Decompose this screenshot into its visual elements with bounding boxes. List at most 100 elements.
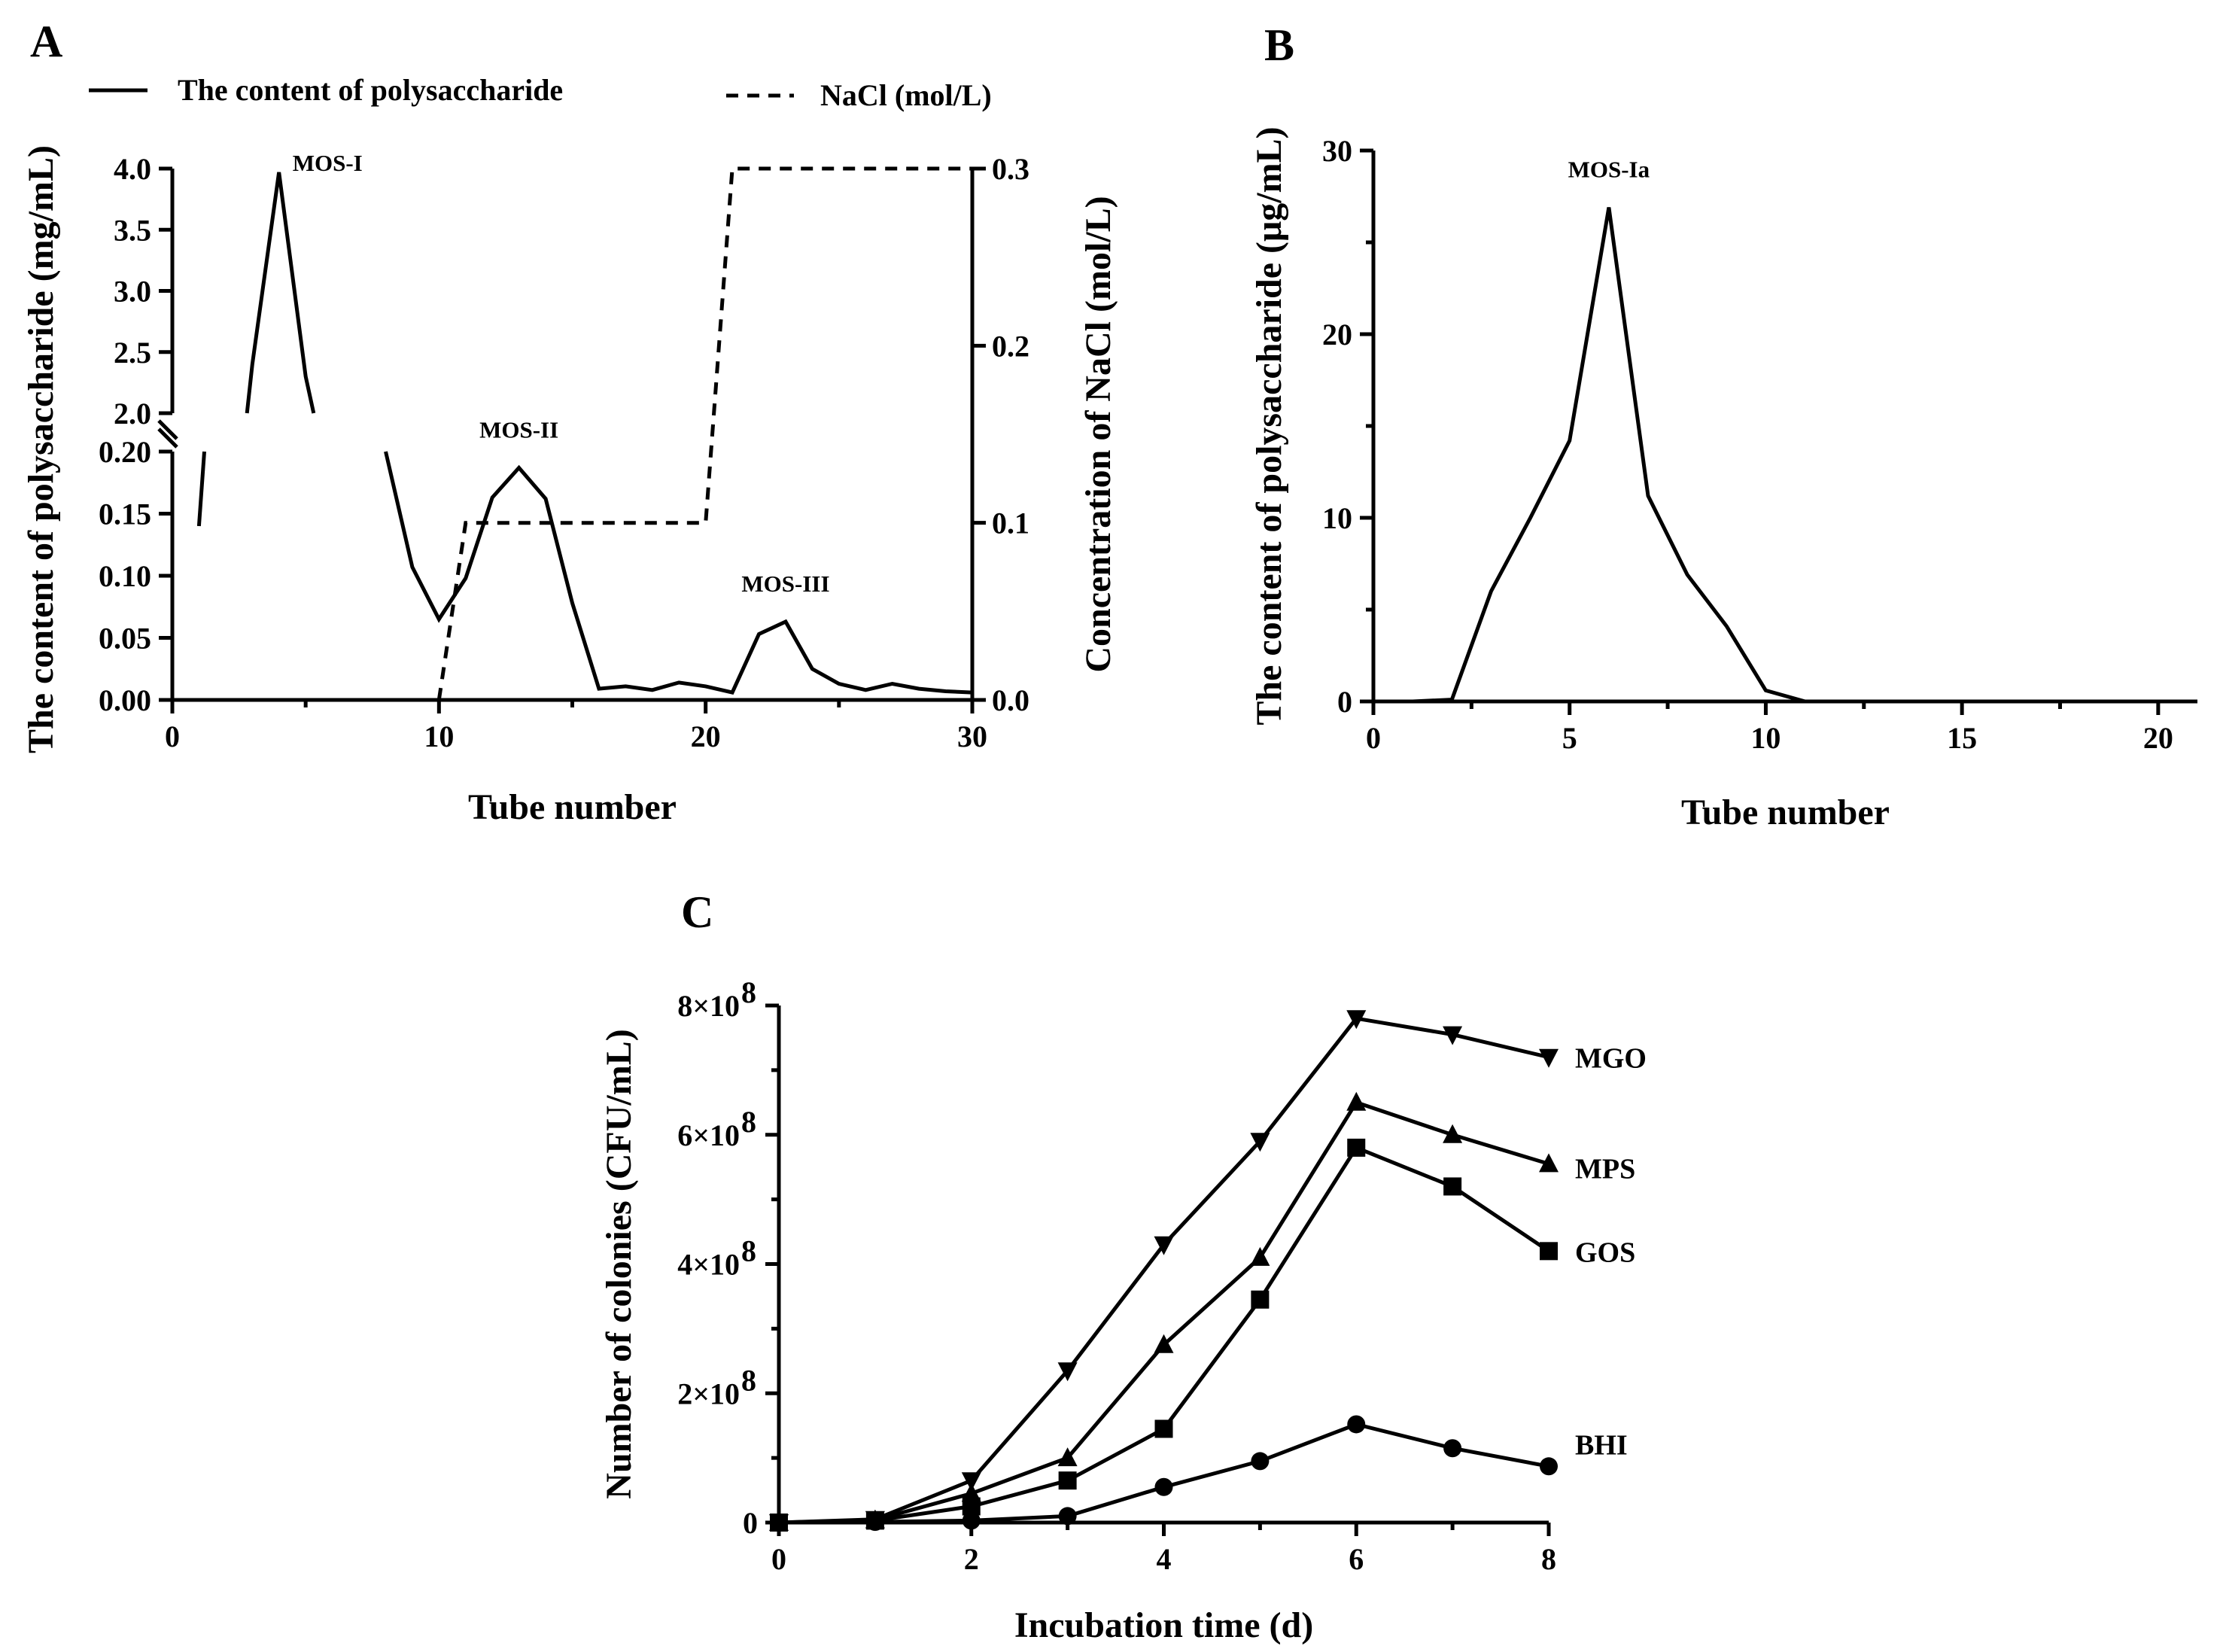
y-tick-label: 4.0	[114, 152, 151, 186]
data-point-mgo	[1346, 1010, 1367, 1030]
y-tick-exponent: 8	[741, 1105, 756, 1139]
peak-label-mos-iii: MOS-III	[741, 570, 829, 597]
y-tick-label: 6×10	[677, 1118, 740, 1152]
x-tick-label: 6	[1349, 1542, 1364, 1576]
panel-letter-a: A	[30, 17, 62, 66]
axis-break-mark	[157, 427, 178, 449]
x-axis-title: Tube number	[468, 787, 677, 827]
mos-ia-series-line	[1373, 207, 2197, 704]
x-tick-label: 20	[2143, 721, 2173, 755]
x-tick-label: 0	[771, 1542, 786, 1576]
y-tick-label: 2.0	[114, 397, 151, 430]
y2-tick-label: 0.2	[992, 329, 1029, 363]
data-point-mps	[1539, 1153, 1559, 1173]
series-label-mgo: MGO	[1575, 1043, 1647, 1075]
series-label-gos: GOS	[1575, 1237, 1635, 1268]
data-point-gos	[1540, 1242, 1558, 1261]
data-point-bhi	[865, 1513, 884, 1532]
data-point-mps	[1154, 1334, 1174, 1353]
x-tick-label: 0	[165, 720, 180, 753]
x-tick-label: 20	[691, 720, 721, 753]
y-tick-label: 3.0	[114, 275, 151, 309]
data-point-mgo	[1443, 1026, 1463, 1045]
y-tick-exponent: 8	[741, 1234, 756, 1268]
peak-label-mos-i: MOS-I	[293, 150, 363, 176]
y-tick-label: 3.5	[114, 213, 151, 247]
data-point-bhi	[1154, 1477, 1173, 1496]
polysaccharide-series-line	[196, 451, 206, 527]
y2-axis-title: Concentration of NaCl (mol/L)	[1078, 196, 1118, 672]
x-tick-label: 8	[1541, 1542, 1556, 1576]
data-point-bhi	[1443, 1439, 1462, 1458]
data-point-gos	[1058, 1471, 1077, 1490]
data-point-mps	[961, 1483, 981, 1502]
data-point-bhi	[1347, 1415, 1366, 1434]
series-mgo-line	[778, 1016, 1549, 1525]
x-tick-label: 2	[964, 1542, 979, 1576]
peak-label-mos-ii: MOS-II	[479, 416, 558, 443]
x-tick-label: 30	[957, 720, 987, 753]
data-point-mgo	[961, 1472, 981, 1492]
y-tick-label: 0.10	[99, 559, 151, 593]
y-tick-label: 0	[1337, 685, 1352, 719]
x-axis-title: Incubation time (d)	[1014, 1605, 1313, 1645]
y-tick-exponent: 8	[741, 975, 756, 1009]
legend-label-polysaccharide: The content of polysaccharide	[178, 73, 563, 107]
y-tick-label: 8×10	[677, 989, 740, 1023]
x-axis-title: Tube number	[1681, 793, 1890, 832]
panel-letter-c: C	[681, 887, 713, 937]
data-point-mgo	[1250, 1133, 1270, 1152]
data-point-mgo	[1057, 1362, 1078, 1382]
y2-tick-label: 0.0	[992, 683, 1029, 717]
data-point-bhi	[962, 1511, 981, 1530]
x-tick-label: 4	[1157, 1542, 1172, 1576]
data-point-mps	[1250, 1246, 1270, 1266]
series-bhi-line	[778, 1422, 1549, 1525]
y-axis-title: The content of polysaccharide (mg/mL)	[21, 145, 61, 753]
data-point-gos	[1154, 1419, 1173, 1438]
x-tick-label: 10	[1750, 721, 1781, 755]
y-tick-label: 4×10	[677, 1248, 740, 1282]
y-axis-title: Number of colonies (CFU/mL)	[599, 1029, 639, 1498]
y-tick-exponent: 8	[741, 1363, 756, 1397]
x-tick-label: 0	[1366, 721, 1381, 755]
panel-b: B 0 10 20 30 0 5 10 15 20 Tube number The content o…	[1249, 20, 2197, 832]
y-tick-label: 0.15	[99, 497, 151, 531]
series-mps-line	[778, 1100, 1549, 1525]
y-tick-label: 2.5	[114, 336, 151, 370]
y-tick-label: 10	[1322, 501, 1352, 535]
data-point-gos	[1443, 1177, 1462, 1196]
series-label-mps: MPS	[1575, 1153, 1635, 1185]
x-tick-label: 15	[1947, 721, 1977, 755]
legend-label-nacl: NaCl (mol/L)	[820, 78, 992, 112]
axis-break-mark	[157, 419, 178, 440]
y-tick-label: 20	[1322, 318, 1352, 351]
panel-letter-b: B	[1264, 20, 1294, 70]
y-tick-label: 0.20	[99, 435, 151, 469]
polysaccharide-series-line	[245, 172, 316, 414]
data-point-mgo	[1539, 1048, 1559, 1068]
data-point-mps	[1057, 1447, 1078, 1467]
y-tick-label: 0	[743, 1506, 758, 1540]
y-axis-title: The content of polysaccharide (μg/mL)	[1249, 126, 1289, 725]
y2-tick-label: 0.3	[992, 152, 1029, 186]
y-tick-label: 0.05	[99, 622, 151, 656]
data-point-mps	[1443, 1124, 1463, 1143]
data-point-gos	[1251, 1290, 1270, 1309]
nacl-series-line	[436, 166, 972, 701]
x-tick-label: 10	[424, 720, 454, 753]
peak-label-mos-ia: MOS-Ia	[1568, 157, 1650, 183]
data-point-bhi	[1540, 1457, 1558, 1476]
data-point-bhi	[1251, 1452, 1270, 1471]
data-point-gos	[1347, 1138, 1366, 1157]
y-tick-label: 30	[1322, 134, 1352, 168]
y-tick-label: 2×10	[677, 1377, 740, 1410]
y-tick-label: 0.00	[99, 683, 151, 717]
x-tick-label: 5	[1562, 721, 1577, 755]
data-point-bhi	[770, 1514, 788, 1532]
data-point-bhi	[1058, 1507, 1077, 1526]
panel-a: A The content of polysaccharide NaCl (mol/…	[21, 17, 1118, 827]
y2-tick-label: 0.1	[992, 507, 1029, 540]
